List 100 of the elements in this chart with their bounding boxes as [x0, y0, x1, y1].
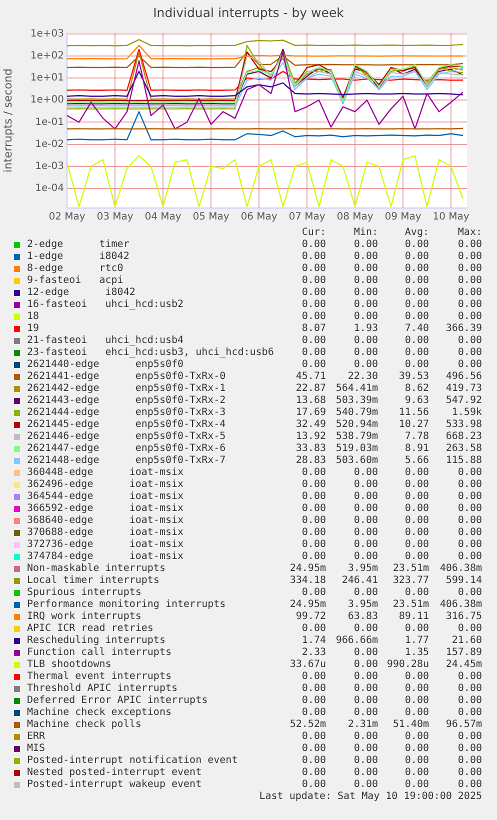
- legend-label: 366592-edge ioat-msix: [27, 503, 184, 515]
- text: 22.30: [348, 371, 378, 383]
- text: 99.72: [296, 611, 326, 623]
- text: 0.00: [302, 779, 326, 791]
- text: 0.00: [354, 335, 378, 347]
- text: 0.00: [458, 767, 482, 779]
- text: 45.71: [296, 371, 326, 383]
- y-tick-label: 1e-04: [35, 183, 64, 194]
- text: 0.00: [458, 755, 482, 767]
- text: 538.79m: [336, 431, 378, 443]
- text: 0.00: [354, 491, 378, 503]
- text: 52.52m: [290, 719, 326, 731]
- text: 2.31m: [348, 719, 378, 731]
- x-tick-label: 03 May: [96, 212, 134, 223]
- text: 1.59k: [452, 407, 482, 419]
- text: 0.00: [404, 539, 429, 551]
- text: 89.11: [398, 611, 429, 623]
- legend-label: Spurious interrupts: [27, 587, 142, 599]
- text: 0.00: [404, 239, 429, 251]
- text: 0.00: [302, 515, 326, 527]
- text: 0.00: [404, 707, 429, 719]
- text: Max:: [458, 227, 482, 239]
- text: 547.92: [446, 395, 482, 407]
- text: 0.00: [302, 479, 326, 491]
- text: 564.41m: [336, 383, 378, 395]
- text: 0.00: [404, 467, 429, 479]
- text: 8.07: [302, 323, 326, 335]
- text: 0.00: [458, 671, 482, 683]
- text: 246.41: [342, 575, 378, 587]
- text: 24.95m: [290, 599, 326, 611]
- text: 0.00: [302, 251, 326, 263]
- legend-label: Local timer interrupts: [27, 575, 160, 587]
- text: 0.00: [302, 287, 326, 299]
- text: 0.00: [354, 671, 378, 683]
- text: 2.33: [302, 647, 326, 659]
- text: 1.35: [404, 647, 429, 659]
- text: 22.87: [296, 383, 326, 395]
- text: 0.00: [404, 263, 429, 275]
- x-tick-label: 07 May: [288, 212, 326, 223]
- text: 0.00: [354, 767, 378, 779]
- text: 0.00: [302, 671, 326, 683]
- text: 0.00: [458, 551, 482, 563]
- text: 0.00: [458, 239, 482, 251]
- legend-label: 23-fasteoi ehci_hcd:usb3, uhci_hcd:usb6: [27, 347, 274, 359]
- text: 0.00: [404, 743, 429, 755]
- text: 8.62: [404, 383, 429, 395]
- text: 63.83: [348, 611, 378, 623]
- y-axis-title: interrupts / second: [1, 68, 14, 172]
- text: 0.00: [302, 683, 326, 695]
- legend-label: 19: [27, 323, 40, 335]
- chart-title: Individual interrupts - by week: [152, 5, 345, 20]
- text: 0.00: [302, 707, 326, 719]
- text: 0.00: [458, 623, 482, 635]
- legend-label: 9-fasteoi acpi: [27, 275, 124, 287]
- legend-label: APIC ICR read retries: [27, 623, 154, 635]
- text: 0.00: [404, 347, 429, 359]
- text: 0.00: [458, 347, 482, 359]
- text: 0.00: [404, 311, 429, 323]
- x-tick-label: 05 May: [192, 212, 230, 223]
- text: 0.00: [458, 731, 482, 743]
- text: 0.00: [354, 263, 378, 275]
- text: 0.00: [354, 347, 378, 359]
- text: 3.95m: [348, 563, 378, 575]
- legend-label: Performance monitoring interrupts: [27, 599, 226, 611]
- legend-label: 370688-edge ioat-msix: [27, 527, 184, 539]
- text: 419.73: [446, 383, 482, 395]
- text: 21.60: [452, 635, 482, 647]
- text: 496.56: [446, 371, 482, 383]
- text: 1.77: [404, 635, 429, 647]
- legend-label: 2621446-edge enp5s0f0-TxRx-5: [27, 431, 226, 443]
- text: 406.38m: [440, 563, 482, 575]
- text: 0.00: [404, 515, 429, 527]
- legend-label: 2621441-edge enp5s0f0-TxRx-0: [27, 371, 226, 383]
- text: Last update: Sat May 10 19:00:00 2025: [259, 791, 482, 803]
- text: 0.00: [458, 695, 482, 707]
- text: 115.88: [446, 455, 482, 467]
- text: 0.00: [354, 479, 378, 491]
- x-tick-label: 04 May: [144, 212, 182, 223]
- text: 0.00: [302, 275, 326, 287]
- text: 0.00: [354, 251, 378, 263]
- y-tick-label: 1e+03: [30, 28, 64, 40]
- legend-label: 1-edge i8042: [27, 251, 130, 263]
- text: 263.58: [446, 443, 482, 455]
- legend-label: 372736-edge ioat-msix: [27, 539, 184, 551]
- text: 7.78: [404, 431, 429, 443]
- text: 0.00: [404, 551, 429, 563]
- text: 0.00: [354, 695, 378, 707]
- text: 0.00: [302, 359, 326, 371]
- text: 0.00: [404, 335, 429, 347]
- legend-label: Machine check exceptions: [27, 707, 172, 719]
- text: 0.00: [458, 263, 482, 275]
- text: 0.00: [354, 731, 378, 743]
- text: 1.93: [354, 323, 378, 335]
- legend-label: MIS: [27, 743, 46, 755]
- text: 0.00: [302, 623, 326, 635]
- legend-label: 8-edge rtc0: [27, 263, 124, 275]
- text: 0.00: [458, 275, 482, 287]
- legend-label: 2621445-edge enp5s0f0-TxRx-4: [27, 419, 226, 431]
- text: 96.57m: [446, 719, 482, 731]
- text: 33.83: [296, 443, 326, 455]
